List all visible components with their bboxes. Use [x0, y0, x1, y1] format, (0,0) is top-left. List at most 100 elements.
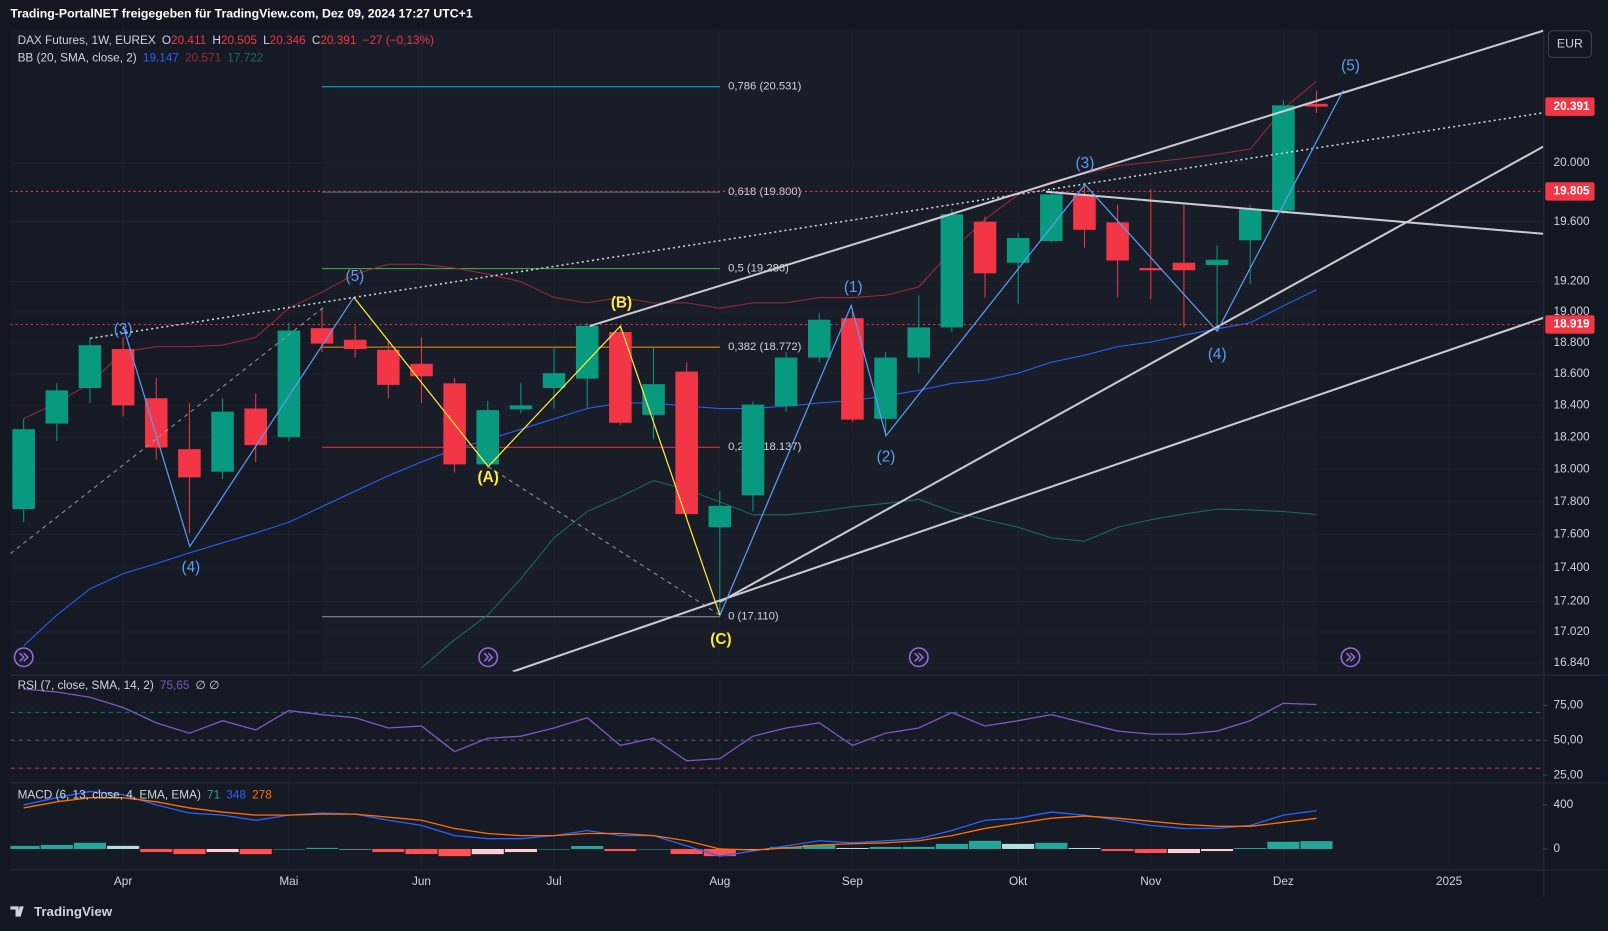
icon	[483, 652, 494, 662]
wave-label: (4)	[181, 559, 200, 576]
x-tick-label: Okt	[1009, 875, 1028, 888]
histogram-bar	[471, 848, 504, 855]
macd-name: MACD (6, 13, close, 4, EMA, EMA)	[18, 789, 201, 802]
histogram-bar	[968, 840, 1002, 849]
histogram-bar	[1035, 842, 1068, 849]
ohlc-key: C	[312, 34, 321, 47]
y-tick-label: 75,00	[1554, 699, 1584, 712]
candle-body	[1272, 105, 1295, 211]
y-tick-label: 0	[1554, 842, 1561, 855]
candle-body	[178, 449, 201, 478]
bb-value: 20.571	[185, 52, 221, 65]
rsi-name: RSI (7, close, SMA, 14, 2)	[18, 679, 154, 692]
brand-logo	[10, 906, 24, 917]
macd-legend: MACD (6, 13, close, 4, EMA, EMA) 71 348 278	[18, 789, 273, 802]
brand: TradingView	[34, 904, 113, 919]
histogram-bar	[372, 848, 405, 853]
histogram-bar	[73, 842, 107, 849]
histogram-bar	[836, 847, 869, 849]
fib-label: 0,5 (19.286)	[728, 263, 789, 275]
x-tick-label: 2025	[1436, 875, 1463, 888]
y-tick-label: 17.800	[1554, 495, 1590, 508]
y-tick-label: 18.600	[1554, 367, 1590, 380]
candle-body	[78, 345, 102, 389]
histogram-bar	[504, 848, 537, 853]
histogram-bar	[637, 848, 670, 850]
x-tick-label: Nov	[1140, 875, 1161, 888]
icon[interactable]	[1340, 647, 1361, 668]
y-tick-label: 19.600	[1554, 215, 1590, 228]
candle-body	[1040, 194, 1063, 242]
candle-body	[410, 363, 433, 377]
y-tick-label: 18.000	[1554, 462, 1590, 475]
replay-icons	[13, 647, 1361, 668]
wave-label: (A)	[478, 469, 499, 486]
x-tick-label: Mai	[279, 875, 298, 888]
candle-body	[377, 349, 400, 385]
ohlc-value: 20.411	[171, 34, 206, 47]
candle-body	[310, 328, 334, 344]
ohlc-value: 20.346	[270, 34, 306, 47]
histogram-bar	[10, 845, 40, 849]
fib-label: 0,382 (18.772)	[728, 341, 802, 353]
candle-body	[1238, 209, 1262, 241]
wave-label: (3)	[114, 321, 133, 338]
wave-label: (4)	[1208, 346, 1227, 363]
candle-body	[575, 325, 599, 379]
icon[interactable]	[13, 647, 34, 668]
icon[interactable]	[908, 647, 929, 668]
candle-body	[841, 318, 864, 420]
candle-body	[1172, 262, 1196, 271]
candle-body	[874, 357, 897, 419]
candle-body	[1073, 194, 1096, 230]
y-tick-label: 17.020	[1554, 625, 1590, 638]
histogram-bar	[935, 843, 968, 849]
y-tick-label: 20.000	[1554, 156, 1590, 169]
last-price-box	[1545, 97, 1595, 116]
wave-label: (1)	[844, 279, 863, 296]
currency-button[interactable]	[1547, 30, 1592, 58]
marks: 0,786 (20.531) 0,618 (19.800) 0,5 (19.286)…	[10, 80, 1544, 857]
trend-dashed	[10, 307, 324, 555]
wave-labels: (3) (4) (5) (A) (B) (C) (1) (2) (3) (4) …	[114, 58, 1360, 648]
candle-body	[12, 429, 35, 510]
y-tick-label: 18.800	[1554, 336, 1590, 349]
icon[interactable]	[478, 647, 499, 668]
histogram-bar	[206, 848, 239, 853]
histogram-bar	[1234, 847, 1267, 849]
wave-label: (C)	[710, 631, 731, 648]
macd-value: 278	[252, 789, 272, 802]
trend-line	[512, 316, 1544, 672]
rsi-value: ∅ ∅	[196, 679, 220, 692]
share-title: Trading-PortalNET freigegeben für Tradin…	[10, 7, 472, 21]
price-line-box	[1545, 182, 1595, 201]
x-tick-label: Dez	[1273, 875, 1294, 888]
bb-name: BB (20, SMA, close, 2)	[18, 52, 137, 65]
histogram-bar	[1134, 848, 1167, 854]
candle-body	[211, 411, 234, 472]
wave-path	[353, 296, 721, 616]
histogram-bar	[1267, 841, 1300, 849]
histogram-bar	[438, 848, 471, 857]
y-tick-label: 17.400	[1554, 561, 1590, 574]
histogram-bar	[703, 848, 736, 857]
histogram-bar	[571, 845, 604, 849]
candle-body	[1106, 222, 1129, 261]
rsi-value: 75,65	[160, 679, 190, 692]
y-tick-label: 17.600	[1554, 528, 1590, 541]
rsi-layer	[10, 688, 1544, 769]
macd-value: 348	[226, 789, 246, 802]
series-line	[23, 80, 1317, 420]
histogram-bar	[604, 848, 637, 852]
series-line	[23, 688, 1317, 762]
last-price-label: 20.391	[1554, 100, 1590, 113]
x-tick-label: Jun	[412, 875, 431, 888]
y-tick-label: 25,00	[1554, 768, 1584, 781]
candle-body	[509, 405, 533, 410]
y-tick-label: 18.400	[1554, 398, 1590, 411]
wave-label: (5)	[1341, 58, 1360, 75]
y-tick-label: 18.200	[1554, 430, 1590, 443]
ohlc-value: 20.505	[221, 34, 257, 47]
icon	[19, 652, 29, 662]
histogram-bar	[1201, 848, 1234, 852]
